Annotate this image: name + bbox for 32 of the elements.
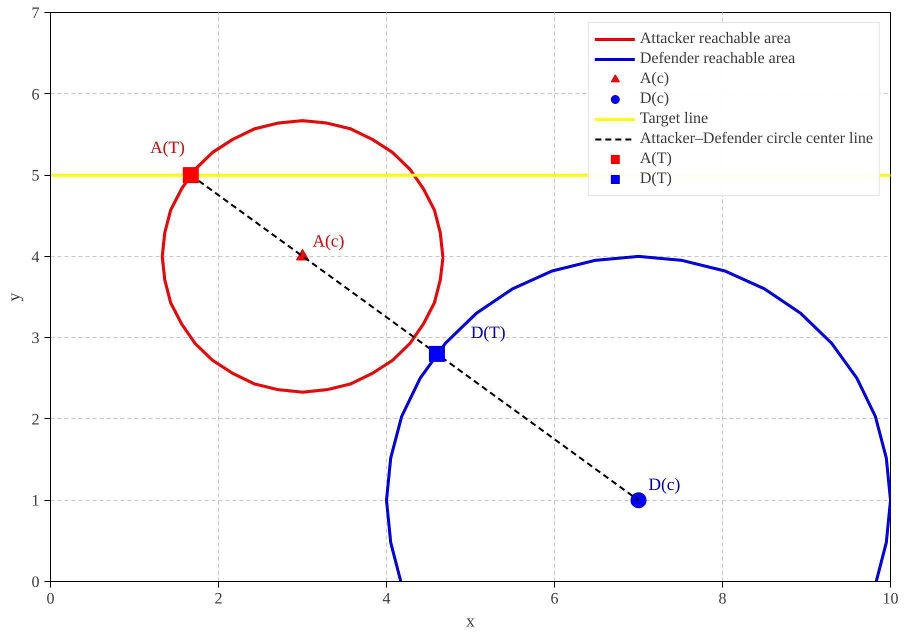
x-axis-title: x	[466, 612, 476, 630]
y-tick-label: 6	[32, 86, 40, 104]
point	[428, 346, 445, 362]
point	[630, 492, 646, 508]
legend-label: Target line	[640, 110, 708, 128]
annotation: D(c)	[648, 475, 680, 494]
annotation: A(T)	[150, 138, 186, 158]
x-tick-label: 4	[382, 590, 390, 608]
x-tick-label: 6	[550, 590, 558, 608]
y-tick-label: 2	[32, 411, 40, 428]
legend-label: Attacker–Defender circle center line	[640, 130, 873, 148]
annotation: D(T)	[470, 322, 506, 342]
y-tick-label: 1	[32, 492, 40, 510]
y-axis-title: y	[4, 292, 24, 302]
annotation: A(c)	[312, 231, 344, 250]
legend-label: D(T)	[640, 170, 672, 188]
x-tick-label: 2	[214, 590, 222, 608]
legend-label: A(c)	[640, 70, 670, 88]
legend-label: D(c)	[640, 90, 670, 108]
y-tick-label: 4	[32, 248, 40, 266]
y-tick-label: 0	[32, 574, 40, 591]
y-tick-label: 3	[32, 330, 40, 348]
y-tick-label: 5	[32, 168, 40, 185]
y-tick-label: 7	[32, 5, 40, 22]
legend-label: A(T)	[640, 150, 672, 168]
x-tick-label: 0	[46, 590, 54, 608]
legend-label: Attacker reachable area	[640, 30, 791, 48]
legend-label: Defender reachable area	[640, 50, 796, 68]
x-tick-label: 10	[882, 590, 898, 608]
point	[182, 167, 199, 184]
line-series	[385, 254, 890, 582]
x-tick-label: 8	[718, 590, 726, 608]
